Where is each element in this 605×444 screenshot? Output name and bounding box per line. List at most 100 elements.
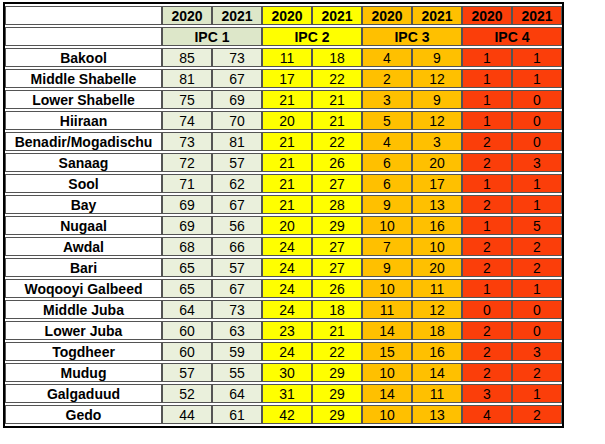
value-cell: 26 [312,279,362,298]
value-cell: 12 [412,69,462,88]
region-name: Sool [5,174,162,193]
value-cell: 66 [212,237,262,256]
value-cell: 3 [362,90,412,109]
value-cell: 24 [262,300,312,319]
table-row: Bakool857311184911 [5,48,562,67]
year-header: 2020 [162,6,212,25]
value-cell: 18 [312,300,362,319]
value-cell: 0 [512,321,562,340]
value-cell: 21 [312,111,362,130]
value-cell: 1 [512,69,562,88]
region-name: Middle Shabelle [5,69,162,88]
value-cell: 1 [462,279,512,298]
value-cell: 1 [462,111,512,130]
value-cell: 23 [262,321,312,340]
year-header: 2020 [262,6,312,25]
value-cell: 6 [362,174,412,193]
table-row: Gedo44614229101342 [5,405,562,424]
value-cell: 27 [312,174,362,193]
value-cell: 2 [462,195,512,214]
phase-header-ipc4: IPC 4 [462,27,562,46]
region-name: Hiiraan [5,111,162,130]
value-cell: 1 [462,69,512,88]
value-cell: 68 [162,237,212,256]
year-header: 2020 [462,6,512,25]
value-cell: 16 [412,342,462,361]
value-cell: 14 [362,321,412,340]
value-cell: 10 [362,405,412,424]
value-cell: 73 [162,132,212,151]
year-header-row: 20202021202020212020202120202021 [5,6,562,25]
phase-header-ipc1: IPC 1 [162,27,262,46]
region-name: Galgaduud [5,384,162,403]
value-cell: 29 [312,384,362,403]
value-cell: 10 [362,216,412,235]
region-name: Middle Juba [5,300,162,319]
value-cell: 0 [512,132,562,151]
value-cell: 2 [512,258,562,277]
value-cell: 1 [462,48,512,67]
value-cell: 81 [162,69,212,88]
value-cell: 24 [262,279,312,298]
value-cell: 2 [462,132,512,151]
region-name: Woqooyi Galbeed [5,279,162,298]
value-cell: 12 [412,111,462,130]
value-cell: 75 [162,90,212,109]
value-cell: 71 [162,174,212,193]
table-row: Benadir/Mogadischu738121224320 [5,132,562,151]
value-cell: 0 [512,111,562,130]
value-cell: 20 [412,258,462,277]
value-cell: 21 [262,132,312,151]
value-cell: 0 [462,300,512,319]
value-cell: 3 [412,132,462,151]
value-cell: 20 [412,153,462,172]
value-cell: 69 [212,90,262,109]
value-cell: 0 [512,90,562,109]
corner-cell-top [5,6,162,25]
year-header: 2021 [312,6,362,25]
value-cell: 17 [412,174,462,193]
value-cell: 2 [462,258,512,277]
value-cell: 28 [312,195,362,214]
value-cell: 65 [162,258,212,277]
value-cell: 6 [362,153,412,172]
value-cell: 64 [162,300,212,319]
region-name: Bakool [5,48,162,67]
value-cell: 70 [212,111,262,130]
value-cell: 74 [162,111,212,130]
value-cell: 3 [512,153,562,172]
value-cell: 21 [262,153,312,172]
value-cell: 62 [212,174,262,193]
value-cell: 9 [412,90,462,109]
value-cell: 26 [312,153,362,172]
value-cell: 27 [312,237,362,256]
table-row: Awdal6866242771022 [5,237,562,256]
table-row: Galgaduud52643129141131 [5,384,562,403]
value-cell: 11 [412,384,462,403]
value-cell: 2 [362,69,412,88]
table-row: Middle Shabelle8167172221211 [5,69,562,88]
value-cell: 60 [162,321,212,340]
table-row: Mudug57553029101422 [5,363,562,382]
value-cell: 81 [212,132,262,151]
value-cell: 1 [512,279,562,298]
value-cell: 44 [162,405,212,424]
value-cell: 64 [212,384,262,403]
value-cell: 5 [362,111,412,130]
value-cell: 29 [312,405,362,424]
phase-header-ipc3: IPC 3 [362,27,462,46]
region-name: Sanaag [5,153,162,172]
table-row: Woqooyi Galbeed65672426101111 [5,279,562,298]
year-header: 2021 [412,6,462,25]
year-header: 2021 [512,6,562,25]
table-row: Lower Shabelle756921213910 [5,90,562,109]
table-row: Sool7162212761711 [5,174,562,193]
value-cell: 52 [162,384,212,403]
value-cell: 11 [412,279,462,298]
value-cell: 2 [512,237,562,256]
value-cell: 61 [212,405,262,424]
value-cell: 72 [162,153,212,172]
value-cell: 20 [262,111,312,130]
value-cell: 24 [262,237,312,256]
value-cell: 7 [362,237,412,256]
